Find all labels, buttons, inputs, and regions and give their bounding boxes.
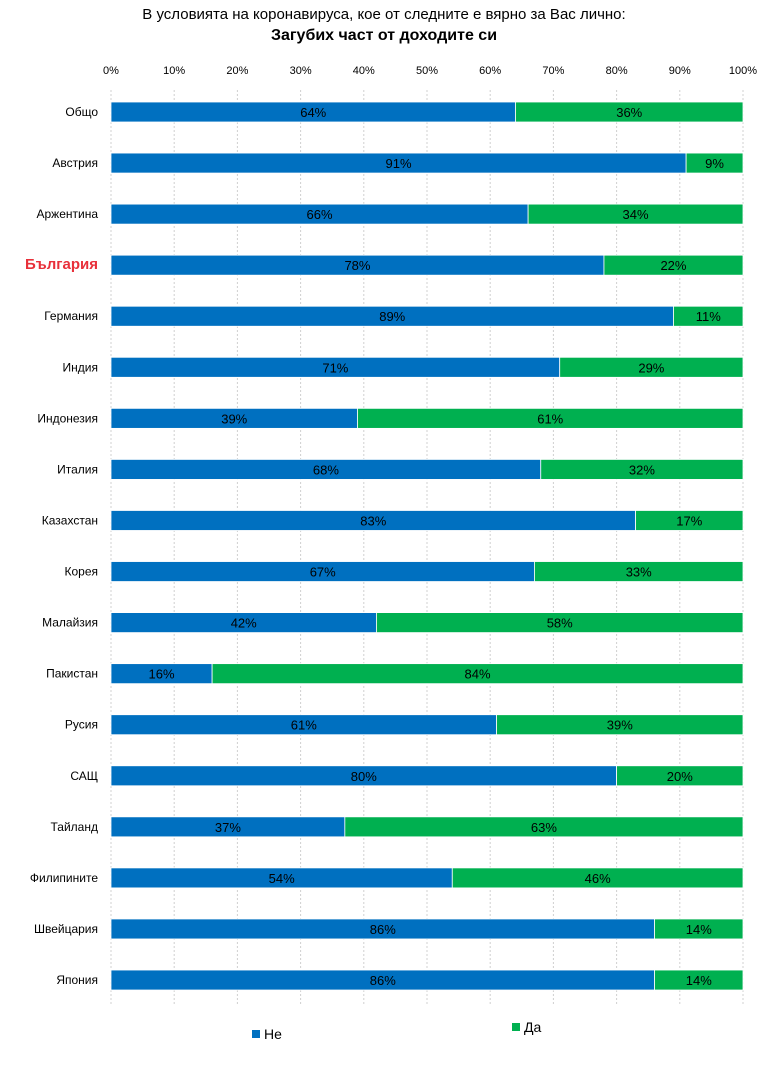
category-label: Русия: [65, 718, 98, 732]
category-label: Япония: [56, 973, 98, 987]
category-label: Германия: [44, 309, 98, 323]
bar-da: [685, 152, 744, 174]
bar-da: [559, 356, 744, 378]
data-label: 89%: [379, 309, 405, 324]
data-label: 37%: [215, 820, 241, 835]
data-label: 14%: [686, 922, 712, 937]
x-tick-label: 20%: [226, 65, 248, 77]
data-label: 61%: [291, 718, 317, 733]
category-label: Малайзия: [42, 616, 98, 630]
data-label: 66%: [307, 207, 333, 222]
bar-da: [357, 407, 744, 429]
legend-label: Да: [524, 1019, 541, 1035]
category-label: България: [25, 256, 98, 273]
bar-da: [451, 867, 744, 889]
data-label: 17%: [676, 513, 702, 528]
data-label: 83%: [360, 513, 386, 528]
chart-title: В условията на коронавируса, кое от след…: [142, 6, 626, 23]
category-label: Корея: [64, 565, 98, 579]
data-label: 32%: [629, 462, 655, 477]
data-label: 9%: [705, 156, 724, 171]
data-label: 39%: [607, 718, 633, 733]
category-label: Италия: [57, 462, 98, 476]
data-label: 11%: [696, 309, 721, 324]
data-label: 46%: [585, 871, 611, 886]
data-label: 20%: [667, 769, 693, 784]
category-label: Общо: [65, 105, 98, 119]
x-tick-label: 70%: [542, 65, 564, 77]
bar-da: [376, 612, 744, 633]
category-label: Филипините: [30, 871, 98, 885]
bar-da: [211, 663, 744, 685]
bar-da: [534, 561, 744, 582]
data-label: 29%: [638, 360, 664, 375]
category-label: Индонезия: [37, 411, 98, 425]
category-label: Пакистан: [46, 667, 98, 681]
data-label: 61%: [537, 411, 563, 426]
chart-subtitle: Загубих част от доходите си: [270, 27, 498, 44]
x-tick-label: 30%: [290, 65, 312, 77]
data-label: 78%: [344, 258, 370, 273]
data-label: 36%: [616, 105, 642, 120]
data-label: 71%: [322, 360, 348, 375]
bar-da: [496, 714, 744, 736]
x-tick-label: 90%: [669, 65, 691, 77]
data-label: 84%: [465, 667, 491, 682]
category-label: Индия: [63, 360, 98, 374]
category-label: Швейцария: [34, 922, 98, 936]
data-label: 39%: [221, 411, 247, 426]
category-label: Аржентина: [36, 207, 98, 221]
data-label: 91%: [386, 156, 412, 171]
data-label: 86%: [370, 973, 396, 988]
data-label: 42%: [231, 616, 257, 631]
category-label: САЩ: [70, 769, 98, 783]
data-label: 54%: [269, 871, 295, 886]
legend-label: Не: [264, 1026, 282, 1042]
legend-swatch: [512, 1023, 520, 1031]
data-label: 34%: [623, 207, 649, 222]
x-tick-label: 40%: [353, 65, 375, 77]
x-tick-label: 60%: [479, 65, 501, 77]
data-label: 14%: [686, 973, 712, 988]
bar-da: [616, 765, 744, 787]
data-label: 67%: [310, 565, 336, 580]
data-label: 86%: [370, 922, 396, 937]
data-label: 80%: [351, 769, 377, 784]
data-label: 64%: [300, 105, 326, 120]
bar-da: [515, 101, 744, 123]
category-label: Австрия: [52, 156, 98, 170]
bar-da: [635, 510, 744, 531]
bar-da: [344, 816, 744, 838]
data-label: 16%: [149, 667, 175, 682]
x-tick-label: 100%: [729, 65, 757, 77]
x-tick-label: 80%: [606, 65, 628, 77]
bar-da: [603, 254, 744, 276]
bar-da: [540, 459, 744, 480]
data-label: 68%: [313, 462, 339, 477]
category-label: Казахстан: [42, 513, 98, 527]
data-label: 22%: [660, 258, 686, 273]
x-tick-label: 0%: [103, 65, 119, 77]
category-label: Тайланд: [51, 820, 98, 834]
bar-da: [673, 305, 744, 327]
bar-da: [654, 918, 744, 940]
legend-swatch: [252, 1030, 260, 1038]
data-label: 58%: [547, 616, 573, 631]
x-tick-label: 10%: [163, 65, 185, 77]
data-label: 33%: [626, 565, 652, 580]
bar-da: [654, 969, 744, 991]
bar-da: [527, 203, 744, 225]
x-tick-label: 50%: [416, 65, 438, 77]
data-label: 63%: [531, 820, 557, 835]
